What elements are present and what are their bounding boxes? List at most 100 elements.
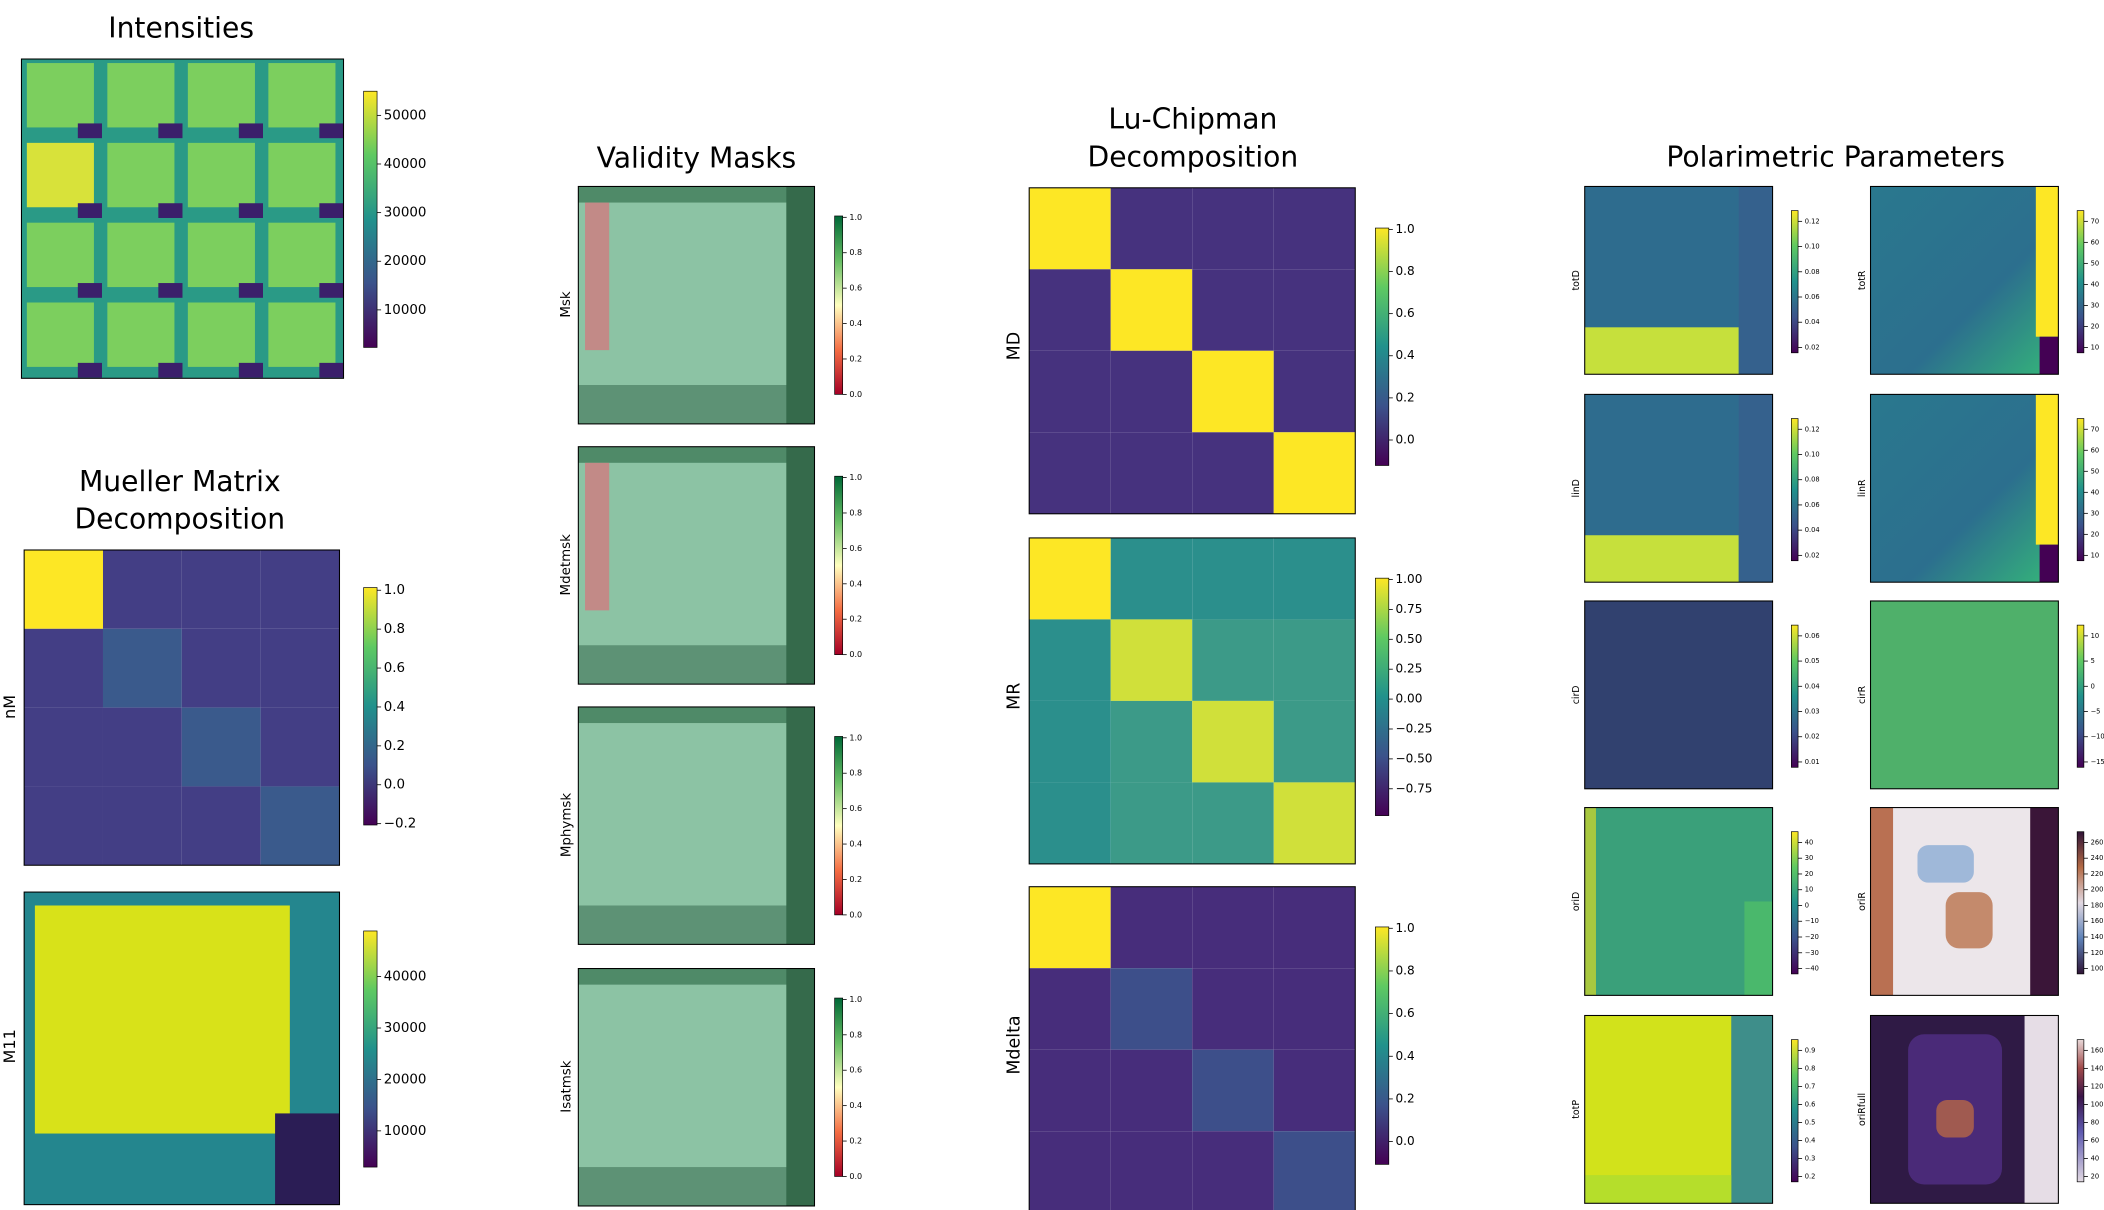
colorbar-tick-label: 0.8 <box>1396 963 1415 977</box>
image-region <box>26 142 94 208</box>
colorbar-tick-label: 0.25 <box>1396 662 1423 676</box>
colorbar-tick-label: 0.2 <box>849 1137 862 1146</box>
colorbar-tick-label: 0.6 <box>384 661 405 676</box>
image-region <box>1192 269 1274 351</box>
panel-title: Polarimetric Parameters <box>1666 140 2005 173</box>
image-region <box>34 905 290 1134</box>
colorbar-tick-label: 0.0 <box>849 390 862 399</box>
colorbar-tick-label: 0.2 <box>1396 390 1415 404</box>
colorbar <box>2076 831 2085 975</box>
image-region <box>578 706 815 724</box>
row-label: oriD <box>1571 892 1582 911</box>
image-region <box>786 968 815 1206</box>
image-frame <box>1869 807 2059 996</box>
colorbar-tick-label: 0.03 <box>1805 708 1820 716</box>
image-region <box>1110 537 1193 620</box>
image-region <box>578 968 815 1206</box>
panel-title: Intensities <box>108 12 254 45</box>
colorbar <box>1375 227 1390 466</box>
image-frame <box>577 706 816 945</box>
image-frame <box>23 549 341 866</box>
colorbar-tick-label: 1.0 <box>849 995 862 1004</box>
image-region <box>268 302 336 367</box>
image-region <box>1110 886 1193 969</box>
image-region <box>1110 700 1193 783</box>
colorbar-tick-label: 0.04 <box>1805 318 1820 326</box>
image-region <box>1731 1015 1773 1204</box>
image-region <box>1192 968 1274 1050</box>
image-region <box>578 1167 815 1206</box>
colorbar-tick-label: 0.50 <box>1396 632 1423 646</box>
colorbar-tick-label: 0.00 <box>1396 692 1423 706</box>
colorbar-tick-label: 220 <box>2091 870 2104 878</box>
image-frame <box>1869 1014 2059 1204</box>
colorbar-tick-label: 0.8 <box>849 1030 862 1039</box>
colorbar-tick-label: −10 <box>1805 917 1819 925</box>
image-region <box>1273 350 1356 433</box>
image-region <box>1273 187 1356 270</box>
image-region <box>1273 782 1356 864</box>
colorbar-tick-label: −30 <box>1805 949 1819 957</box>
colorbar-tick-label: 0.4 <box>849 579 862 588</box>
colorbar <box>1791 624 1799 768</box>
image-frame <box>1869 393 2059 583</box>
image-region <box>1110 350 1193 433</box>
row-label: oriRfull <box>1857 1093 1868 1126</box>
image-region <box>107 63 175 128</box>
image-region <box>1029 350 1111 433</box>
image-region <box>1192 700 1274 783</box>
colorbar-tick-label: 120 <box>2091 1082 2104 1090</box>
image-region <box>1029 782 1111 864</box>
image-region <box>1273 968 1356 1050</box>
colorbar-tick-label: 0.4 <box>1396 1049 1415 1063</box>
image-region <box>24 550 103 629</box>
colorbar <box>2076 418 2085 562</box>
image-region <box>260 786 340 866</box>
colorbar-tick-label: 40 <box>1805 838 1814 846</box>
colorbar-tick-label: 0.6 <box>849 804 862 813</box>
image-region <box>585 462 610 611</box>
colorbar-tick-label: 10000 <box>384 1124 427 1139</box>
image-region <box>24 707 103 787</box>
colorbar-tick-label: 0.3 <box>1805 1154 1816 1162</box>
colorbar-tick-label: 0.8 <box>849 508 862 517</box>
image-region <box>275 1113 340 1205</box>
image-region <box>158 362 183 378</box>
row-label: Isatmsk <box>559 1060 574 1112</box>
image-region <box>578 446 815 685</box>
image-region <box>1110 619 1193 701</box>
colorbar-tick-label: 30000 <box>384 1021 427 1036</box>
image-frame <box>1869 185 2059 375</box>
image-region <box>1192 886 1274 969</box>
image-region <box>24 786 103 866</box>
image-region <box>1192 350 1274 433</box>
colorbar-tick-label: 30 <box>2091 301 2100 309</box>
image-region <box>181 707 261 787</box>
image-region <box>1584 327 1739 375</box>
colorbar-tick-label: 0.8 <box>1396 264 1415 278</box>
colorbar-tick-label: 20 <box>2091 530 2100 538</box>
image-frame <box>1584 1014 1774 1204</box>
image-region <box>319 123 344 139</box>
image-region <box>1192 782 1274 864</box>
colorbar-tick-label: 0.01 <box>1805 758 1820 766</box>
colorbar-tick-label: 0.5 <box>1805 1118 1816 1126</box>
image-region <box>1917 845 1974 883</box>
colorbar <box>1375 926 1390 1165</box>
image-region <box>107 302 175 367</box>
row-label: MD <box>1004 332 1024 360</box>
image-region <box>77 283 102 298</box>
colorbar-tick-label: −0.2 <box>384 817 417 832</box>
colorbar-tick-label: 0.7 <box>1805 1082 1816 1090</box>
colorbar-tick-label: 10 <box>2091 343 2100 351</box>
row-label: oriR <box>1857 892 1868 911</box>
colorbar <box>834 997 844 1177</box>
colorbar-tick-label: 60 <box>2091 446 2100 454</box>
image-region <box>1945 892 1993 949</box>
row-label: Msk <box>559 291 574 318</box>
image-region <box>1192 187 1274 270</box>
colorbar-tick-label: 0.02 <box>1805 343 1820 351</box>
image-region <box>1029 537 1111 620</box>
image-region <box>578 905 815 945</box>
colorbar-tick-label: 50 <box>2091 259 2100 267</box>
